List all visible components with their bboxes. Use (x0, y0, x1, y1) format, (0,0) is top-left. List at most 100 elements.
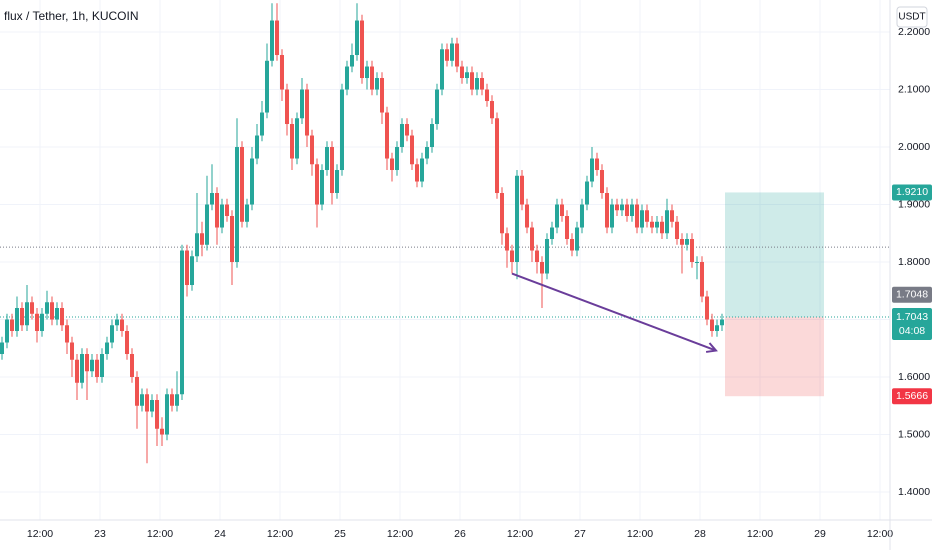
candle-body (275, 20, 279, 56)
candle-body (330, 147, 334, 194)
y-tick-label: 2.0000 (898, 141, 930, 153)
candle-body (500, 193, 504, 234)
candle-body (525, 204, 529, 228)
candle-body (665, 210, 669, 234)
candle-body (95, 359, 99, 378)
x-tick-label: 12:00 (147, 528, 173, 540)
y-tick-label: 1.9000 (898, 198, 930, 210)
candle-body (150, 400, 154, 412)
x-tick-label: 12:00 (867, 528, 893, 540)
candle-body (290, 124, 294, 159)
candle-body (40, 313, 44, 332)
candle-body (50, 302, 54, 320)
candle-body (235, 147, 239, 263)
candle-body (465, 72, 469, 79)
candle-body (125, 331, 129, 355)
candle-body (455, 43, 459, 67)
arrow-head (705, 342, 718, 353)
y-tick-label: 2.1000 (898, 83, 930, 95)
candle-body (675, 221, 679, 240)
candle-body (530, 227, 534, 251)
candle-body (230, 216, 234, 263)
candle-body (320, 170, 324, 205)
y-tick-label: 2.2000 (898, 26, 930, 38)
candle-body (180, 250, 184, 395)
candle-body (450, 43, 454, 61)
candle-body (375, 78, 379, 90)
candle-body (195, 233, 199, 257)
x-tick-label: 26 (454, 528, 466, 540)
candle-body (370, 66, 374, 90)
candle-body (280, 55, 284, 90)
candle-body (510, 250, 514, 263)
candle-body (545, 239, 549, 274)
candle-body (410, 135, 414, 165)
candle-body (470, 72, 474, 90)
candle-body (505, 233, 509, 251)
candle-body (445, 49, 449, 61)
candle-body (155, 400, 159, 429)
candle-body (60, 308, 64, 326)
candle-body (15, 308, 19, 332)
candle-body (660, 221, 664, 234)
candle-body (10, 319, 14, 332)
candle-body (185, 250, 189, 286)
candle-body (605, 193, 609, 228)
candle-body (390, 158, 394, 171)
candle-body (350, 55, 354, 67)
candle-body (490, 101, 494, 119)
candle-body (45, 302, 49, 314)
candle-body (30, 302, 34, 314)
candle-body (165, 394, 169, 435)
candle-body (225, 204, 229, 217)
candle-body (205, 204, 209, 245)
candle-body (700, 262, 704, 297)
candle-body (345, 66, 349, 90)
candle-body (25, 302, 29, 326)
candle-body (495, 118, 499, 194)
candle-body (615, 204, 619, 211)
candle-body (90, 359, 94, 372)
candle-body (110, 325, 114, 343)
candle-body (20, 308, 24, 326)
candle-body (0, 342, 4, 355)
candle-body (535, 250, 539, 263)
candle-body (305, 89, 309, 136)
y-tick-label: 1.5000 (898, 428, 930, 440)
candle-body (300, 89, 304, 119)
candle-body (710, 319, 714, 332)
candle-body (720, 319, 724, 326)
candle-body (35, 313, 39, 332)
currency-box (896, 6, 928, 28)
stop-zone (725, 317, 824, 397)
candle-body (485, 89, 489, 102)
candle-body (285, 89, 289, 125)
candle-body (55, 308, 59, 320)
candle-body (145, 394, 149, 412)
x-tick-label: 12:00 (387, 528, 413, 540)
candle-body (70, 342, 74, 360)
candle-body (585, 181, 589, 205)
candle-body (270, 20, 274, 61)
candle-body (130, 354, 134, 378)
target-label-bg (892, 184, 932, 201)
x-tick-label: 12:00 (507, 528, 533, 540)
candle-body (140, 394, 144, 406)
candle-body (360, 20, 364, 79)
x-tick-label: 12:00 (747, 528, 773, 540)
candle-body (240, 147, 244, 222)
candle-body (295, 118, 299, 159)
candle-body (515, 175, 519, 263)
target-zone (725, 192, 824, 318)
countdown: 04:08 (899, 325, 925, 337)
stop-label-bg (892, 388, 932, 405)
stop-label: 1.5666 (896, 390, 928, 402)
candle-body (610, 204, 614, 228)
candle-body (325, 147, 329, 171)
candle-body (160, 428, 164, 435)
candle-body (265, 60, 269, 113)
candle-body (5, 319, 9, 343)
candle-body (590, 158, 594, 182)
x-tick-label: 12:00 (267, 528, 293, 540)
